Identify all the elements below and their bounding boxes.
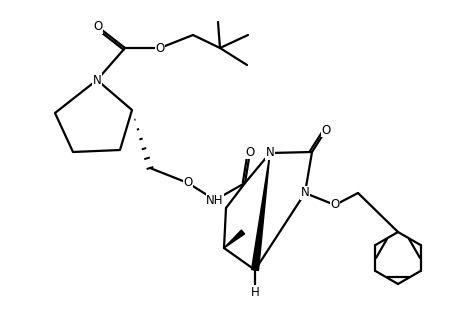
Text: NH: NH	[206, 193, 223, 206]
Text: O: O	[321, 123, 330, 136]
Text: O: O	[183, 177, 192, 190]
Text: O: O	[245, 145, 254, 158]
Polygon shape	[224, 230, 244, 248]
Text: H: H	[250, 285, 259, 298]
Text: N: N	[92, 74, 101, 87]
Text: N: N	[300, 187, 309, 200]
Text: N: N	[265, 146, 274, 159]
Text: O: O	[93, 20, 102, 33]
Text: O: O	[155, 41, 164, 54]
Text: O: O	[330, 199, 339, 212]
Polygon shape	[251, 153, 269, 271]
